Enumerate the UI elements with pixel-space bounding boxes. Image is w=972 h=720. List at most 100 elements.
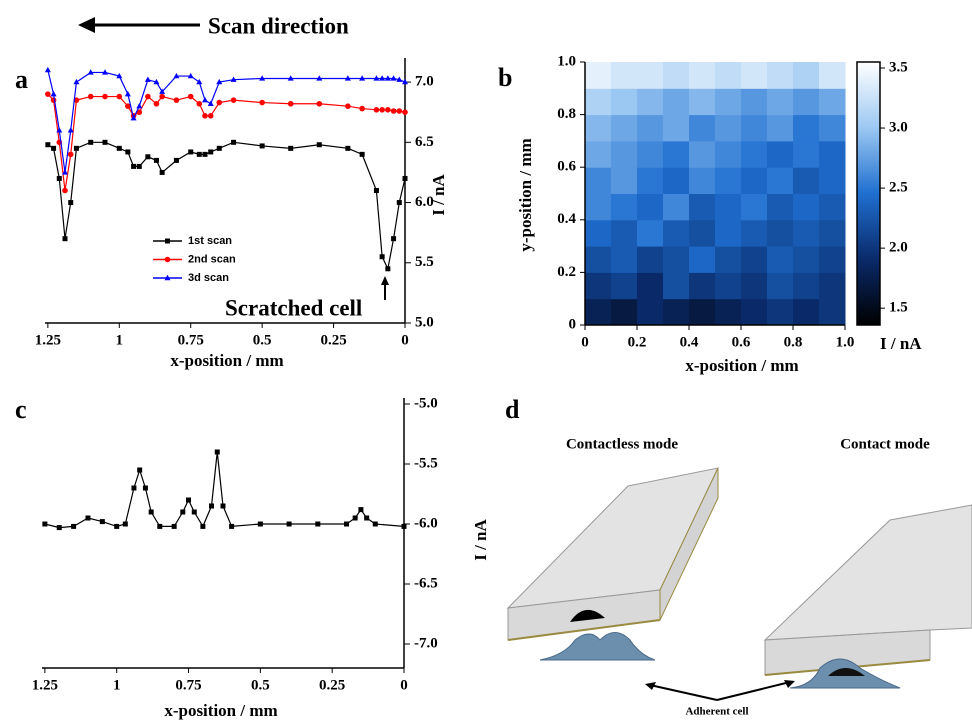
marker — [153, 157, 159, 163]
series-line — [47, 69, 406, 173]
heat-cell — [611, 193, 638, 221]
series-line — [47, 141, 406, 271]
heat-cell — [715, 167, 742, 194]
heat-cell — [689, 114, 716, 142]
legend-label: 2nd scan — [188, 253, 236, 265]
marker — [229, 523, 235, 529]
box-top — [763, 504, 972, 641]
heat-cell — [793, 298, 820, 326]
heat-cell — [585, 219, 612, 247]
marker — [144, 76, 151, 82]
marker — [315, 521, 321, 527]
y-tick-label: -6.5 — [414, 575, 438, 591]
marker — [71, 523, 77, 529]
arrow-head — [78, 17, 95, 33]
marker — [50, 90, 57, 97]
x-tick-label: 0 — [401, 332, 409, 348]
heat-cell — [663, 193, 690, 221]
heat-cell — [637, 193, 664, 221]
marker — [359, 151, 365, 157]
heat-cell — [689, 193, 716, 221]
marker — [385, 266, 391, 272]
heat-cell — [689, 140, 716, 168]
heat-cell — [741, 193, 768, 221]
heat-cell — [611, 88, 638, 116]
heat-cell — [663, 62, 690, 89]
panel-label: c — [15, 395, 27, 424]
heat-cell — [585, 272, 612, 300]
marker — [188, 149, 194, 155]
marker — [209, 503, 215, 509]
marker — [45, 142, 51, 148]
y-tick-label: 7.0 — [415, 74, 434, 90]
marker — [345, 103, 351, 109]
heat-cell — [637, 298, 664, 326]
diagram: d Contactless mode Contact mode Adherent… — [505, 395, 972, 718]
marker — [157, 523, 163, 529]
marker — [402, 175, 408, 181]
y-tick-label: 0.2 — [557, 264, 576, 280]
marker — [202, 96, 208, 103]
x-tick-label: 0.5 — [253, 332, 272, 348]
marker — [159, 169, 165, 175]
heat-cell — [819, 193, 846, 221]
marker — [137, 467, 143, 473]
marker — [202, 113, 208, 119]
marker — [402, 78, 408, 85]
marker — [124, 90, 131, 97]
marker — [187, 72, 194, 79]
marker — [145, 154, 151, 160]
marker — [373, 75, 380, 81]
legend-marker — [164, 274, 171, 281]
cell — [570, 609, 605, 622]
annotation: Adherent cell — [685, 706, 748, 718]
y-tick-label: -5.0 — [414, 395, 438, 411]
heat-cell — [689, 167, 716, 194]
marker — [85, 515, 91, 521]
y-tick-label: -5.5 — [414, 455, 438, 471]
heat-cell — [741, 140, 768, 168]
marker — [67, 151, 74, 158]
x-tick-label: 1.25 — [32, 677, 58, 693]
marker — [344, 521, 350, 527]
colorbar-tick-label: 3.0 — [889, 119, 908, 135]
heat-cell — [611, 114, 638, 142]
heat-cell — [663, 298, 690, 326]
heat-cell — [819, 272, 846, 300]
x-tick-label: 0.25 — [319, 677, 345, 693]
heat-cell — [637, 62, 664, 89]
arrow-head — [784, 680, 795, 688]
heat-cell — [767, 246, 794, 273]
heat-cell — [689, 272, 716, 300]
y-tick-label: -7.0 — [414, 635, 438, 651]
heat-cell — [819, 114, 846, 142]
heat-cell — [637, 167, 664, 194]
colorbar-tick-label: 2.0 — [889, 240, 908, 256]
cell-profile — [539, 632, 656, 661]
x-tick-label: 0.8 — [784, 334, 803, 350]
marker — [153, 100, 160, 107]
legend-marker — [165, 238, 170, 244]
diagram-title: Contactless mode — [566, 436, 678, 452]
marker — [68, 200, 74, 206]
marker — [287, 100, 294, 107]
marker — [136, 102, 143, 109]
marker — [56, 127, 63, 133]
heat-cell — [741, 219, 768, 247]
heat-cell — [767, 140, 794, 168]
legend-label: 1st scan — [188, 235, 232, 247]
heat-cell — [637, 114, 664, 142]
y-tick-label: 6.0 — [415, 194, 434, 210]
heat-cell — [715, 298, 742, 326]
heat-cell — [637, 246, 664, 273]
colorbar — [856, 61, 881, 326]
heat-cell — [793, 246, 820, 273]
marker — [125, 103, 131, 109]
heat-cell — [741, 167, 768, 194]
marker — [231, 139, 237, 145]
heat-cell — [663, 219, 690, 247]
marker — [51, 145, 57, 151]
marker — [131, 163, 137, 169]
heat-cell — [611, 219, 638, 247]
marker — [191, 509, 197, 515]
